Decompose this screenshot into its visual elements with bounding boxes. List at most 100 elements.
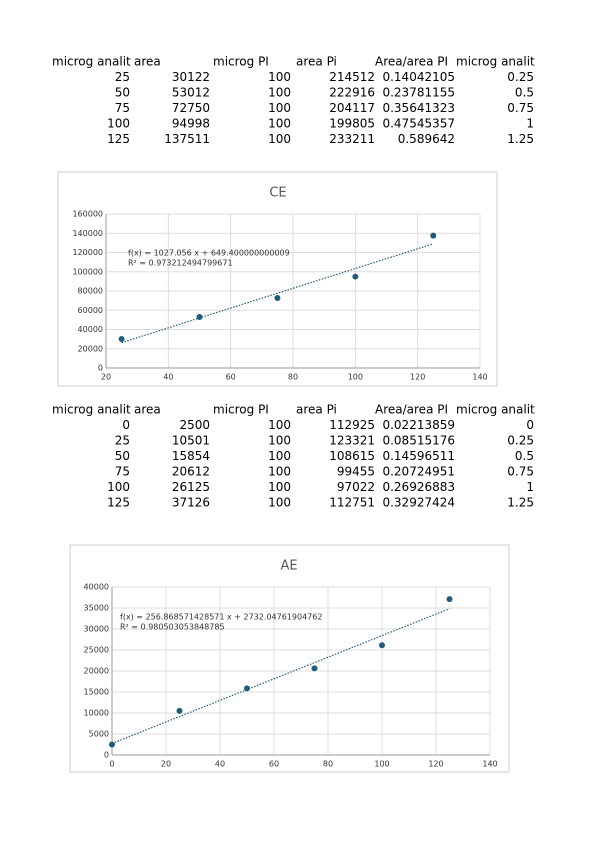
data-point — [379, 642, 385, 649]
column-header: Area/area PI — [375, 55, 448, 69]
x-tick-label: 100 — [374, 760, 389, 769]
column-header: area Pi — [296, 403, 337, 417]
y-tick-label: 160000 — [72, 210, 103, 219]
x-tick-label: 60 — [269, 760, 279, 769]
table-cell: 0.5 — [515, 449, 534, 463]
trendline — [121, 243, 434, 344]
table-cell: 0.35641323 — [382, 101, 455, 115]
table-cell: 0.08515176 — [382, 434, 455, 448]
y-tick-label: 0 — [104, 751, 109, 760]
y-tick-label: 140000 — [72, 229, 103, 238]
table-cell: 97022 — [337, 480, 375, 494]
y-tick-label: 0 — [98, 364, 103, 373]
table-cell: 100 — [268, 465, 291, 479]
table-cell: 100 — [268, 132, 291, 146]
y-tick-label: 20000 — [84, 667, 109, 676]
table-cell: 204117 — [329, 101, 375, 115]
data-point — [430, 232, 437, 239]
table-cell: 94998 — [172, 117, 210, 131]
table-cell: 0.14042105 — [382, 70, 455, 84]
y-tick-label: 40000 — [84, 583, 109, 592]
data-point — [352, 273, 359, 280]
table-cell: 100 — [268, 70, 291, 84]
x-tick-label: 40 — [163, 373, 173, 382]
table-cell: 100 — [268, 480, 291, 494]
y-tick-label: 100000 — [72, 267, 103, 276]
table-cell: 112925 — [329, 418, 375, 432]
x-tick-label: 100 — [348, 373, 363, 382]
x-tick-label: 140 — [472, 373, 487, 382]
x-tick-label: 60 — [226, 373, 236, 382]
column-header: microg analit — [456, 55, 535, 69]
table-cell: 222916 — [329, 86, 375, 100]
table-cell: 1 — [526, 480, 534, 494]
trendline — [111, 608, 450, 745]
column-header: area — [134, 55, 161, 69]
table-cell: 53012 — [172, 86, 210, 100]
data-point — [311, 665, 318, 672]
table-cell: 0.32927424 — [382, 496, 455, 510]
table-cell: 100 — [268, 418, 291, 432]
trendline-equation: f(x) = 256.868571428571 x + 2732.0476190… — [120, 613, 322, 622]
chart-frame — [57, 171, 498, 387]
table-cell: 0.23781155 — [382, 86, 455, 100]
table-cell: 0.26926883 — [382, 480, 455, 494]
table-cell: 233211 — [329, 132, 375, 146]
trendline-equation: R² = 0.973212494799671 — [128, 259, 233, 268]
x-tick-label: 120 — [410, 373, 425, 382]
table-cell: 100 — [268, 86, 291, 100]
x-tick-label: 20 — [161, 760, 171, 769]
table-cell: 72750 — [172, 101, 210, 115]
data-point — [244, 685, 250, 692]
y-tick-label: 35000 — [84, 604, 109, 613]
x-tick-label: 20 — [101, 373, 111, 382]
table-cell: 100 — [268, 117, 291, 131]
table-cell: 75 — [115, 465, 130, 479]
table-cell: 1.25 — [507, 132, 534, 146]
y-tick-label: 5000 — [89, 730, 109, 739]
y-tick-label: 20000 — [78, 344, 103, 353]
chart-title: CE — [269, 186, 286, 201]
column-header: microg analit — [52, 403, 131, 417]
table-cell: 100 — [268, 449, 291, 463]
table-cell: 100 — [268, 496, 291, 510]
y-tick-label: 120000 — [72, 248, 103, 257]
table-cell: 99455 — [337, 465, 375, 479]
column-header: Area/area PI — [375, 403, 448, 417]
table-cell: 50 — [115, 449, 130, 463]
table-cell: 123321 — [329, 434, 375, 448]
table-cell: 25 — [115, 434, 130, 448]
table-cell: 0.5 — [515, 86, 534, 100]
column-header: area — [134, 403, 161, 417]
table-cell: 0.02213859 — [382, 418, 455, 432]
table-cell: 125 — [107, 132, 130, 146]
data-point — [274, 294, 281, 301]
table-cell: 0.25 — [507, 434, 534, 448]
data-point — [176, 707, 183, 714]
table-cell: 37126 — [172, 496, 210, 510]
table-cell: 30122 — [172, 70, 210, 84]
y-tick-label: 60000 — [78, 306, 103, 315]
table-cell: 0.47545357 — [382, 117, 455, 131]
table-cell: 137511 — [164, 132, 210, 146]
x-tick-label: 140 — [482, 760, 497, 769]
column-header: microg analit — [456, 403, 535, 417]
y-tick-label: 10000 — [84, 709, 109, 718]
x-tick-label: 0 — [109, 760, 114, 769]
data-point — [446, 596, 453, 603]
x-tick-label: 80 — [288, 373, 298, 382]
table-cell: 0 — [122, 418, 130, 432]
column-header: area Pi — [296, 55, 337, 69]
x-tick-label: 120 — [428, 760, 443, 769]
column-header: microg analit — [52, 55, 131, 69]
table-cell: 25 — [115, 70, 130, 84]
table-cell: 0 — [526, 418, 534, 432]
table-cell: 75 — [115, 101, 130, 115]
table-cell: 10501 — [172, 434, 210, 448]
data-point — [109, 741, 115, 748]
table-cell: 0.25 — [507, 70, 534, 84]
table-cell: 100 — [268, 434, 291, 448]
table-cell: 0.75 — [507, 101, 534, 115]
x-tick-label: 40 — [215, 760, 225, 769]
